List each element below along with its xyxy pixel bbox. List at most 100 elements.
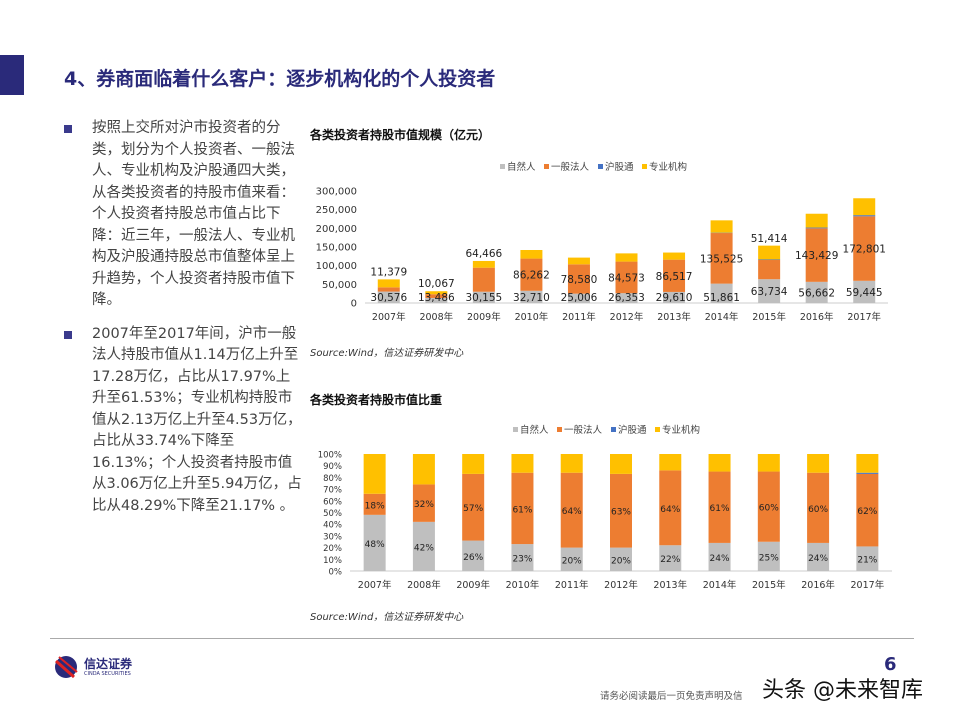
- x-tick-label: 2007年: [358, 579, 392, 591]
- bar-segment: [610, 473, 632, 548]
- x-tick-label: 2012年: [610, 311, 644, 323]
- bar-segment: [615, 293, 638, 303]
- data-label: 26%: [463, 553, 483, 563]
- bar-segment: [805, 228, 828, 282]
- y-tick-label: 200,000: [316, 224, 357, 235]
- y-tick-label: 50%: [323, 509, 342, 519]
- legend-swatch: [513, 427, 518, 432]
- company-logo: 信达证券 CINDA SECURITIES: [54, 655, 132, 679]
- data-label: 56,662: [798, 287, 835, 299]
- data-label: 32,710: [513, 292, 550, 304]
- bar-segment: [758, 279, 781, 303]
- x-tick-label: 2007年: [372, 311, 406, 323]
- x-tick-label: 2009年: [456, 579, 490, 591]
- bar-segment: [708, 471, 731, 543]
- data-label: 172,801: [843, 244, 886, 256]
- bar-segment: [853, 198, 876, 216]
- bar-segment: [363, 514, 386, 571]
- logo-mark-icon: [55, 656, 78, 679]
- data-label: 23%: [512, 555, 532, 565]
- bar-segment: [363, 454, 386, 494]
- data-label: 11,379: [370, 266, 407, 278]
- bar-segment: [757, 471, 780, 542]
- x-tick-label: 2015年: [752, 579, 786, 591]
- bar-segment: [560, 454, 583, 473]
- legend-label: 自然人: [520, 424, 549, 436]
- logo-cn: 信达证券: [84, 656, 133, 671]
- data-label: 42%: [414, 543, 434, 553]
- bar-segment: [757, 541, 780, 571]
- bar-segment: [567, 264, 590, 294]
- y-tick-label: 50,000: [322, 280, 357, 291]
- bar-segment: [758, 259, 781, 261]
- bar-segment: [663, 252, 686, 260]
- y-tick-label: 0: [351, 299, 357, 310]
- legend-label: 沪股通: [605, 161, 634, 173]
- bar-segment: [610, 547, 632, 571]
- bar-segment: [511, 454, 534, 473]
- data-label: 62%: [857, 507, 877, 517]
- y-tick-label: 250,000: [316, 205, 357, 216]
- bar-segment: [856, 454, 879, 473]
- page-number: 6: [884, 654, 897, 675]
- bar-segment: [610, 454, 632, 474]
- y-tick-label: 0%: [329, 568, 343, 578]
- bar-segment: [472, 267, 495, 292]
- data-label: 51,861: [703, 292, 740, 304]
- data-label: 51,414: [751, 233, 788, 245]
- bar-segment: [462, 540, 485, 571]
- bar-segment: [377, 287, 400, 292]
- chart2-source: Source:Wind，信达证券研发中心: [310, 612, 464, 623]
- bar-segment: [615, 261, 638, 294]
- data-label: 63%: [611, 508, 631, 518]
- data-label: 61%: [512, 505, 532, 515]
- x-tick-label: 2012年: [604, 579, 638, 591]
- header-accent-block: [0, 55, 24, 95]
- data-label: 20%: [611, 556, 631, 566]
- bar-segment: [520, 290, 543, 303]
- bar-segment: [758, 260, 781, 280]
- chart1-source: Source:Wind，信达证券研发中心: [310, 348, 464, 359]
- x-tick-label: 2008年: [407, 579, 441, 591]
- bar-segment: [805, 213, 828, 228]
- logo-en: CINDA SECURITIES: [84, 670, 131, 677]
- legend-label: 自然人: [507, 161, 536, 173]
- data-label: 30,155: [465, 292, 502, 304]
- bar-segment: [511, 472, 534, 545]
- legend-swatch: [642, 164, 647, 169]
- x-tick-label: 2016年: [800, 311, 834, 323]
- bar-segment: [757, 454, 780, 472]
- data-label: 86,517: [656, 271, 693, 283]
- bar-segment: [710, 220, 733, 233]
- y-tick-label: 40%: [323, 521, 342, 531]
- y-tick-label: 90%: [323, 462, 342, 472]
- y-tick-label: 30%: [323, 532, 342, 542]
- bar-segment: [663, 259, 686, 292]
- data-label: 24%: [710, 554, 730, 564]
- legend-label: 沪股通: [618, 424, 647, 436]
- data-label: 63,734: [751, 286, 788, 298]
- y-tick-label: 20%: [323, 544, 342, 554]
- data-label: 29,610: [656, 292, 693, 304]
- bar-segment: [567, 257, 590, 265]
- legend-swatch: [598, 164, 603, 169]
- data-label: 64,466: [465, 248, 502, 260]
- bar-segment: [853, 216, 876, 281]
- bar-segment: [710, 283, 733, 303]
- bar-segment: [560, 472, 583, 548]
- data-label: 60%: [808, 505, 828, 515]
- y-tick-label: 100,000: [316, 261, 357, 272]
- bar-segment: [853, 215, 876, 217]
- data-label: 86,262: [513, 270, 550, 282]
- x-tick-label: 2011年: [562, 311, 596, 323]
- bullet-item: 按照上交所对沪市投资者的分类，划分为个人投资者、一般法人、专业机构及沪股通四大类…: [62, 118, 302, 312]
- data-label: 22%: [660, 555, 680, 565]
- x-tick-label: 2013年: [657, 311, 691, 323]
- data-label: 18%: [365, 501, 385, 511]
- bar-segment: [425, 297, 448, 303]
- data-label: 32%: [414, 500, 434, 510]
- bar-segment: [425, 291, 448, 295]
- bar-segment: [511, 544, 534, 571]
- x-tick-label: 2015年: [752, 311, 786, 323]
- bar-segment: [412, 521, 435, 571]
